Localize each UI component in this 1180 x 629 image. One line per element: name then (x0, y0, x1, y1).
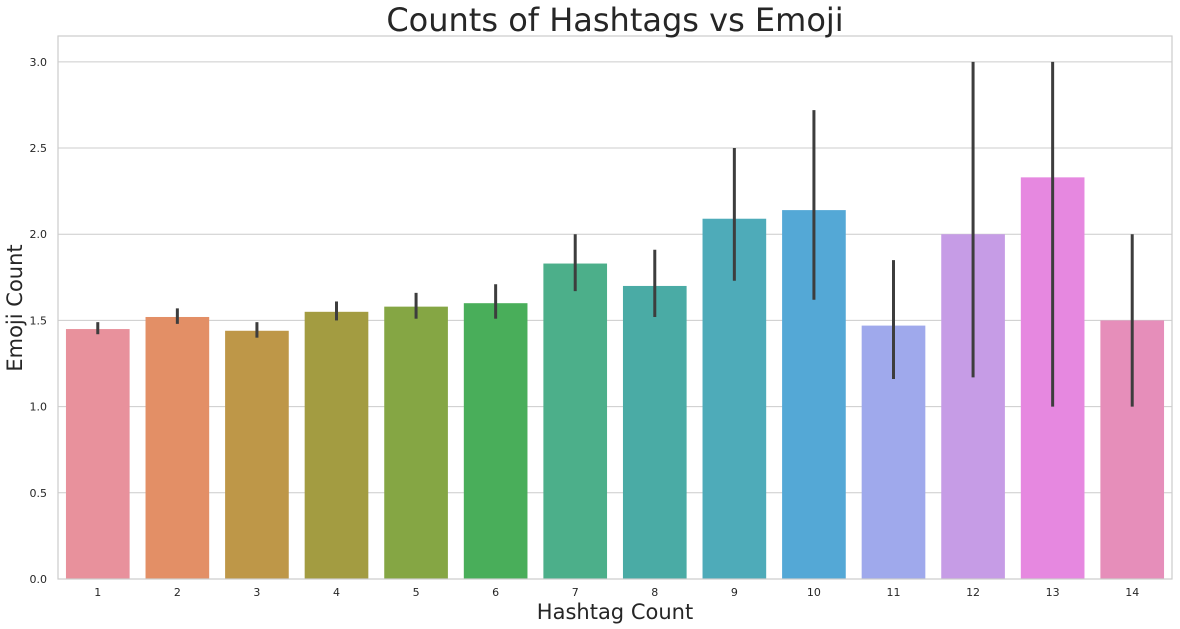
x-tick-label: 4 (333, 586, 340, 599)
y-tick-label: 0.0 (30, 573, 48, 586)
bar-7 (543, 263, 608, 579)
bar-5 (384, 306, 448, 579)
x-tick-label: 11 (887, 586, 901, 599)
x-tick-label: 12 (966, 586, 980, 599)
x-axis-label: Hashtag Count (537, 600, 693, 624)
bar-3 (225, 330, 289, 579)
error-bars (96, 61, 1134, 407)
y-tick-label: 1.0 (30, 401, 48, 414)
x-tick-label: 13 (1046, 586, 1060, 599)
plot-frame (57, 35, 1173, 580)
x-tick-label: 5 (413, 586, 420, 599)
y-axis-label: Emoji Count (3, 244, 27, 371)
bars (65, 177, 1165, 579)
y-tick-label: 1.5 (30, 314, 48, 327)
bar-6 (463, 303, 528, 579)
x-tick-label: 3 (253, 586, 260, 599)
bar-2 (145, 316, 210, 579)
x-tick-label: 2 (174, 586, 181, 599)
x-tick-label: 7 (572, 586, 579, 599)
y-tick-label: 2.5 (30, 142, 48, 155)
bar-8 (622, 285, 687, 579)
x-tick-label: 1 (94, 586, 101, 599)
x-tick-label: 8 (651, 586, 658, 599)
y-tick-label: 3.0 (30, 56, 48, 69)
y-tick-labels: 0.0 0.5 1.0 1.5 2.0 2.5 3.0 (30, 56, 48, 586)
y-tick-label: 2.0 (30, 228, 48, 241)
bar-1 (65, 329, 130, 579)
x-tick-labels: 1 2 3 4 5 6 7 8 9 10 11 12 13 14 (94, 586, 1139, 599)
x-tick-label: 14 (1125, 586, 1139, 599)
bar-4 (304, 311, 369, 579)
x-tick-label: 10 (807, 586, 821, 599)
y-tick-label: 0.5 (30, 487, 48, 500)
chart-title: Counts of Hashtags vs Emoji (386, 1, 843, 39)
x-tick-label: 9 (731, 586, 738, 599)
x-tick-label: 6 (492, 586, 499, 599)
